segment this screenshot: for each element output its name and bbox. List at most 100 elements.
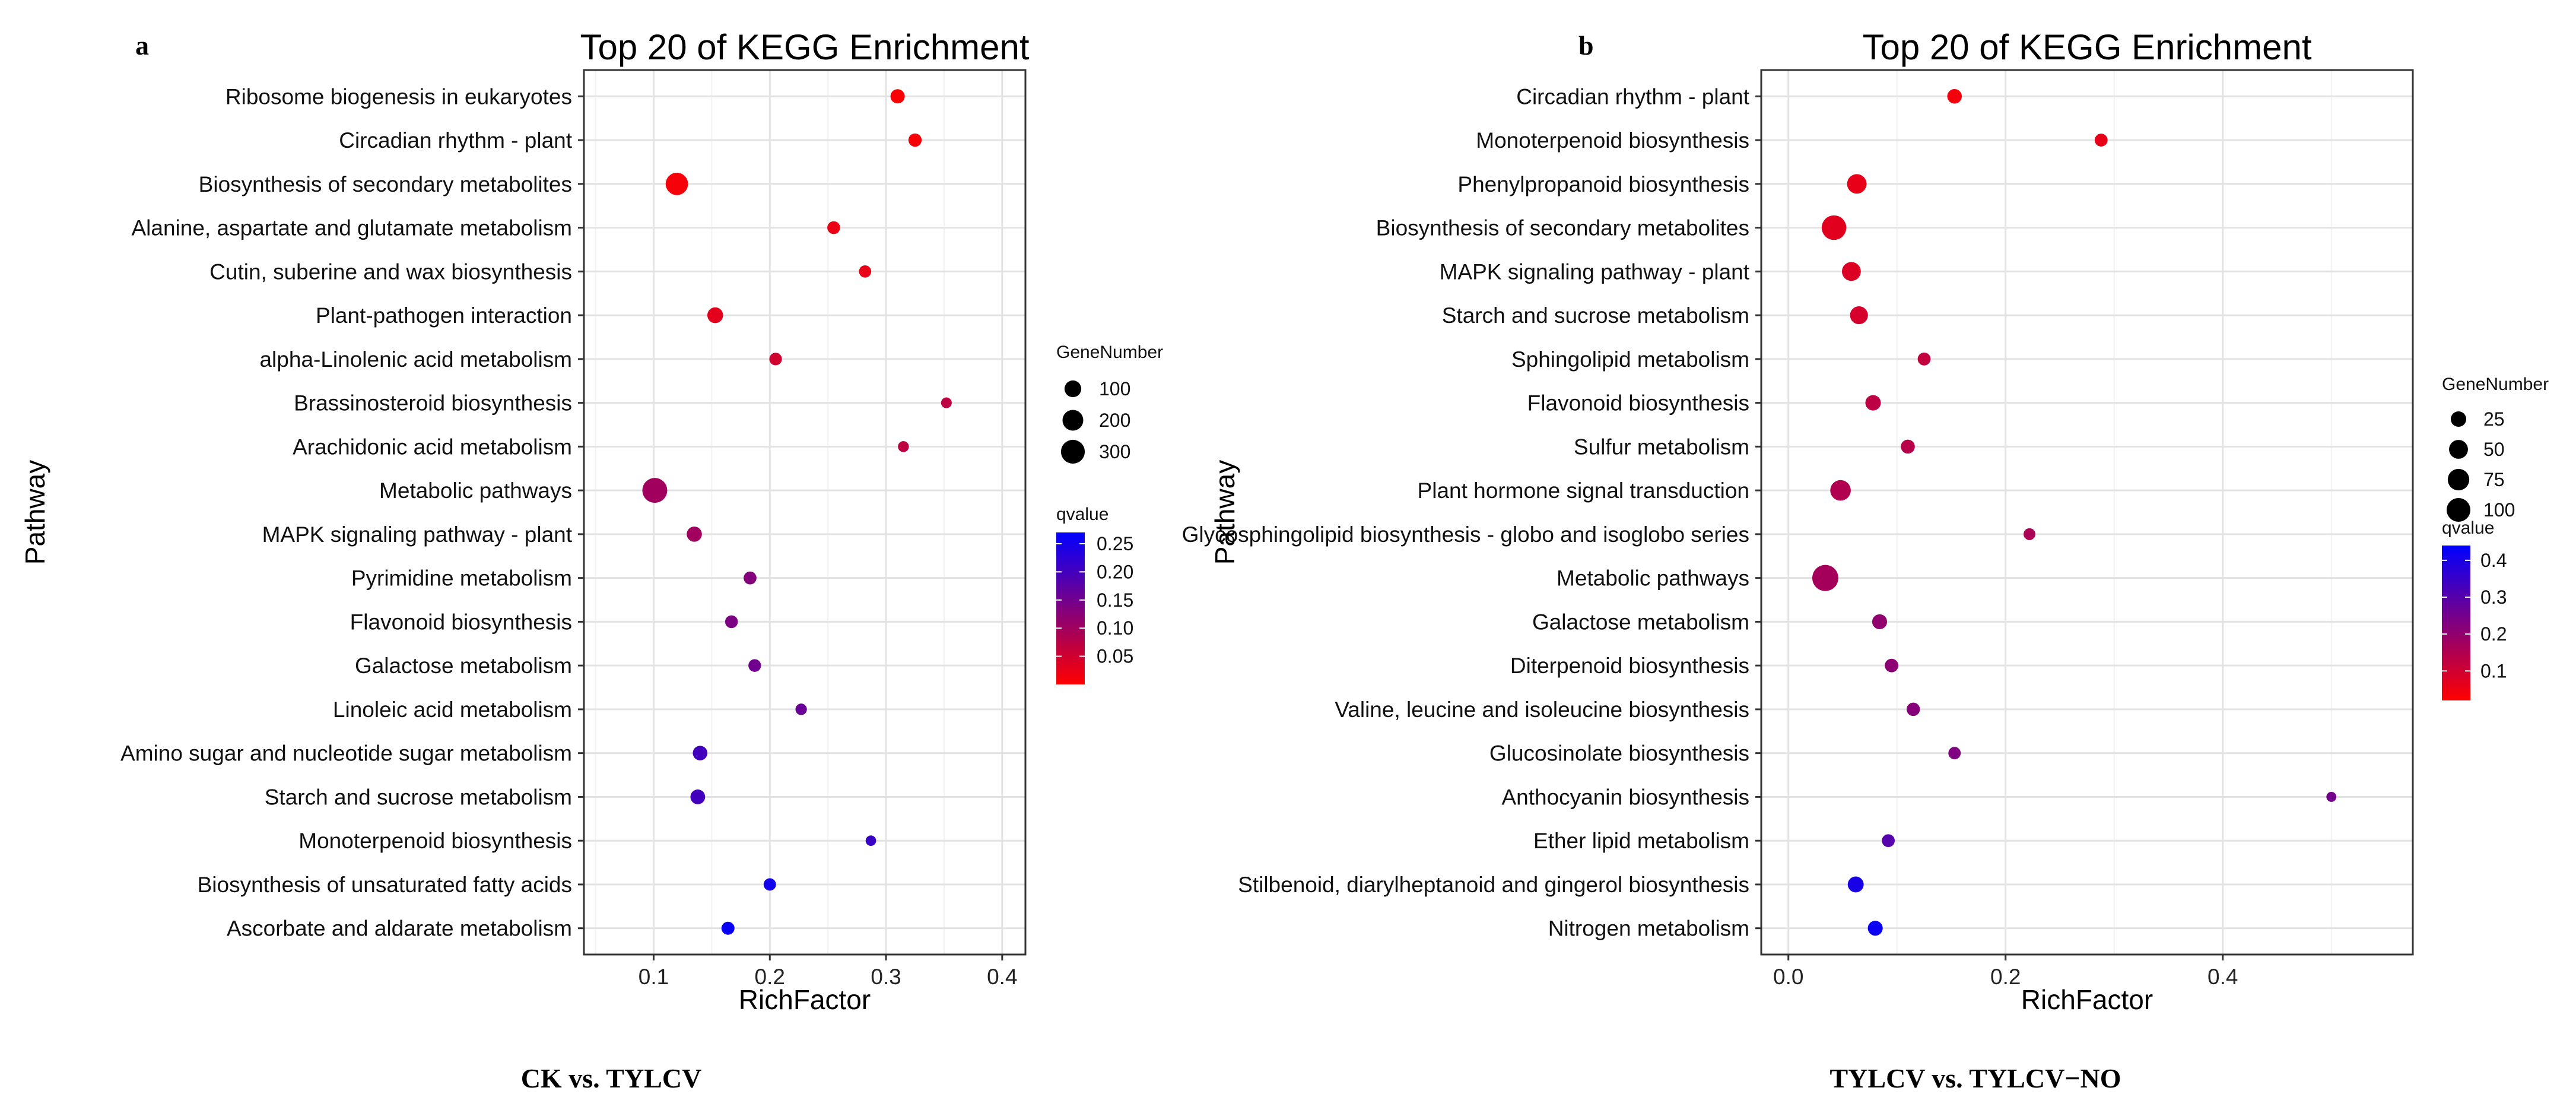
data-point [748,659,761,672]
data-point [898,441,909,452]
y-tick-label: Flavonoid biosynthesis [1527,391,1749,416]
color-legend-bar [2442,546,2470,700]
data-point [2326,792,2337,802]
plot-area [1761,70,2413,955]
y-tick-label: Sulfur metabolism [1574,435,1749,459]
plot-area [584,70,1025,955]
color-legend-bar [1056,532,1085,684]
data-point [1847,174,1867,194]
color-legend-label: 0.25 [1097,533,1133,554]
data-point [1885,658,1899,673]
y-tick-label: Starch and sucrose metabolism [265,785,572,809]
data-point [693,746,708,760]
color-legend-label: 0.2 [2480,623,2507,645]
data-point [795,703,807,715]
color-legend-label: 0.10 [1097,617,1133,639]
color-legend-label: 0.15 [1097,589,1133,611]
x-tick-label: 0.0 [1773,965,1803,989]
x-tick-label: 0.4 [2207,965,2238,989]
size-legend-label: 25 [2483,408,2505,430]
data-point [707,307,723,324]
data-point [687,527,702,542]
data-point [725,615,738,629]
y-tick-label: Starch and sucrose metabolism [1442,303,1749,328]
data-point [1882,834,1895,848]
data-point [1917,352,1931,366]
chart-panel-b: b Top 20 of KEGG Enrichment Circadian rhyt… [1182,27,2549,1093]
data-point [769,353,782,366]
data-point [941,397,952,408]
chart-title: Top 20 of KEGG Enrichment [1862,27,2311,67]
x-tick-label: 0.2 [755,965,785,989]
y-tick-label: Linoleic acid metabolism [333,697,572,722]
y-tick-label: Plant-pathogen interaction [316,303,572,328]
y-tick-label: Biosynthesis of secondary metabolites [1376,216,1749,240]
color-legend-title: qvalue [1056,505,1108,524]
y-tick-label: MAPK signaling pathway - plant [262,522,573,547]
y-tick-label: Alanine, aspartate and glutamate metabol… [132,216,573,240]
y-tick-label: MAPK signaling pathway - plant [1440,259,1750,284]
y-tick-label: Glucosinolate biosynthesis [1489,741,1749,766]
size-legend-label: 200 [1099,410,1130,431]
data-point [1850,306,1868,325]
y-tick-label: Sphingolipid metabolism [1511,347,1749,372]
y-tick-label: Monoterpenoid biosynthesis [298,829,572,853]
size-legend-key [1062,410,1084,431]
plot-frame [583,69,1027,956]
data-point [1867,921,1883,936]
y-tick-label: Galactose metabolism [355,654,572,678]
y-tick-label: Biosynthesis of secondary metabolites [199,172,572,196]
y-tick-label: Ascorbate and aldarate metabolism [227,917,572,941]
data-point [1830,480,1851,501]
y-tick-label: Brassinosteroid biosynthesis [294,391,572,416]
y-tick-label: Ribosome biogenesis in eukaryotes [225,84,572,109]
size-legend-key [2447,468,2470,491]
y-tick-label: Anthocyanin biosynthesis [1501,785,1749,809]
data-point [690,789,706,804]
data-point [827,221,840,234]
y-tick-label: Glycosphingolipid biosynthesis - globo a… [1182,522,1749,547]
data-point [1847,876,1864,893]
data-point [1872,614,1888,629]
color-legend-label: 0.4 [2480,550,2507,571]
data-point [763,878,776,891]
size-legend-key [1060,439,1085,464]
color-legend-title: qvalue [2442,518,2494,538]
y-tick-label: Stilbenoid, diarylheptanoid and gingerol… [1238,873,1749,897]
y-tick-label: Pyrimidine metabolism [351,566,572,591]
data-point [744,571,757,585]
y-tick-label: Monoterpenoid biosynthesis [1476,128,1749,153]
data-point [859,265,872,278]
y-tick-label: Metabolic pathways [1557,566,1749,591]
color-legend-label: 0.3 [2480,586,2507,608]
y-tick-label: Galactose metabolism [1532,610,1749,634]
color-legend-label: 0.1 [2480,660,2507,681]
data-point [1901,439,1915,454]
y-tick-label: Circadian rhythm - plant [1516,84,1749,109]
y-tick-label: Phenylpropanoid biosynthesis [1457,172,1749,196]
color-legend-label: 0.20 [1097,561,1133,582]
size-legend-key [2450,411,2467,427]
size-legend-key [1064,380,1082,398]
data-point [665,172,688,195]
panel-label: a [135,30,149,61]
y-tick-label: alpha-Linolenic acid metabolism [259,347,572,372]
size-legend-title: GeneNumber [2442,375,2549,394]
size-legend-label: 75 [2483,469,2505,490]
y-tick-label: Biosynthesis of unsaturated fatty acids [198,873,572,897]
x-tick-label: 0.1 [639,965,669,989]
data-point [1841,262,1861,281]
y-tick-label: Arachidonic acid metabolism [293,435,572,459]
data-point [2094,134,2108,147]
data-point [1812,565,1838,591]
size-legend-label: 100 [2483,499,2515,521]
data-point [890,89,905,104]
data-point [2024,528,2035,540]
data-point [1948,747,1961,760]
data-point [721,921,735,935]
x-axis-title: RichFactor [2021,984,2153,1015]
chart-panel-a: a Top 20 of KEGG Enrichment Ribosome bioge… [20,27,1163,1093]
data-point [1947,88,1962,104]
x-tick-label: 0.3 [871,965,901,989]
size-legend-label: 50 [2483,439,2505,460]
